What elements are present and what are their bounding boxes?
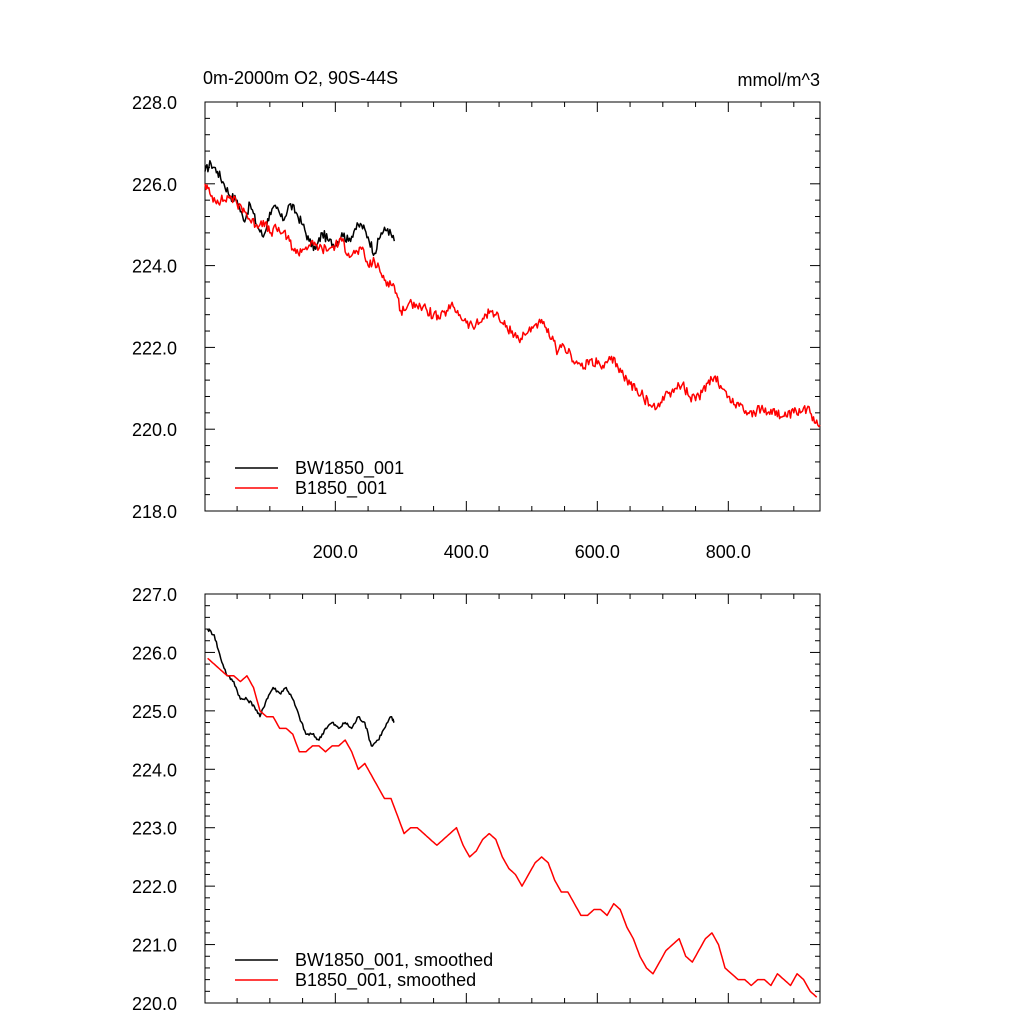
top-panel: 200.0 400.0 600.0 800.0 218.0 220.0 222.0 224.0… [132,93,821,562]
plot-frame [204,101,821,512]
y-tick-label: 218.0 [132,502,177,522]
series-line-b1850 [204,183,821,428]
bottom-panel: 220.0 221.0 222.0 223.0 224.0 225.0 226.0 227.0… [132,585,821,1014]
series-line-bw1850 [206,628,395,747]
y-tick-label: 227.0 [132,585,177,605]
x-tick-label: 400.0 [444,542,489,562]
x-tick-label: 200.0 [313,542,358,562]
y-tick-label: 221.0 [132,936,177,956]
y-tick-label: 224.0 [132,257,177,277]
series-line-b1850 [207,657,818,998]
x-tick-label: 600.0 [575,542,620,562]
y-tick-label: 226.0 [132,175,177,195]
y-tick-label: 220.0 [132,420,177,440]
y-tick-label: 228.0 [132,93,177,113]
plot-frame [204,593,821,1004]
y-tick-label: 225.0 [132,702,177,722]
y-tick-label: 223.0 [132,819,177,839]
y-tick-label: 222.0 [132,338,177,358]
y-tick-label: 222.0 [132,877,177,897]
legend-label: BW1850_001, smoothed [295,950,493,971]
series-line-bw1850 [204,159,396,257]
y-tick-label: 224.0 [132,760,177,780]
chart-title: 0m-2000m O2, 90S-44S [203,68,398,88]
y-tick-label: 220.0 [132,994,177,1014]
legend-label: B1850_001, smoothed [295,970,476,991]
legend-label: BW1850_001 [295,458,404,479]
y-tick-label: 226.0 [132,643,177,663]
units-label: mmol/m^3 [738,70,820,90]
legend-label: B1850_001 [295,478,387,499]
x-tick-label: 800.0 [706,542,751,562]
